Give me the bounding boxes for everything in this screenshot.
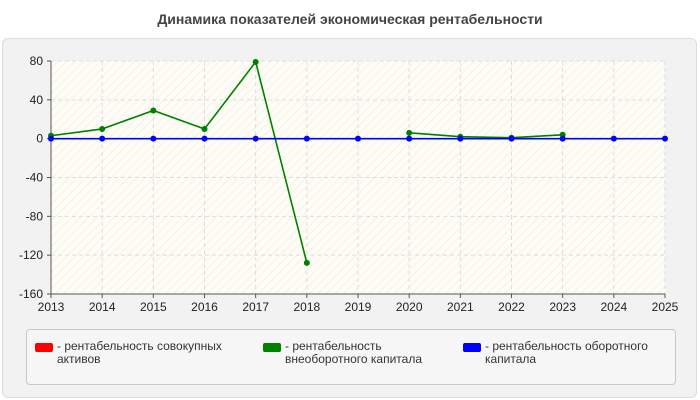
series-point-2 (508, 135, 515, 142)
series-point-2 (99, 135, 106, 142)
x-tick-label: 2015 (140, 300, 167, 314)
y-tick-label: -40 (26, 171, 44, 185)
legend-swatch-total-assets (35, 343, 53, 352)
legend-swatch-current-capital (463, 343, 481, 352)
series-point-1 (201, 125, 208, 132)
series-point-2 (610, 135, 617, 142)
x-tick-label: 2018 (293, 300, 320, 314)
y-tick-label: 40 (30, 93, 44, 107)
x-tick-label: 2024 (600, 300, 627, 314)
series-point-1 (99, 125, 106, 132)
series-point-1 (150, 107, 157, 114)
series-line-1 (50, 60, 308, 264)
legend-label-current-capital: - рентабельность оборотного капитала (485, 339, 648, 366)
x-tick-label: 2013 (38, 300, 65, 314)
series-point-2 (303, 135, 310, 142)
series-point-2 (457, 135, 464, 142)
legend-item-noncurrent-capital: - рентабельность внеоборотного капитала (263, 340, 460, 366)
series-point-2 (252, 135, 259, 142)
series-point-2 (406, 135, 413, 142)
legend-item-current-capital: - рентабельность оборотного капитала (463, 340, 680, 366)
series-point-1 (252, 58, 259, 65)
x-tick-label: 2020 (396, 300, 423, 314)
series-line-1 (409, 132, 563, 139)
legend-swatch-noncurrent-capital (263, 343, 281, 352)
chart-legend: - рентабельность совокупных активов - ре… (26, 329, 676, 385)
y-tick-label: -80 (26, 209, 44, 223)
legend-item-total-assets: - рентабельность совокупных активов (35, 340, 237, 366)
x-tick-label: 2019 (345, 300, 372, 314)
x-tick-label: 2025 (652, 300, 679, 314)
series-point-2 (150, 135, 157, 142)
x-tick-label: 2014 (89, 300, 116, 314)
chart-title: Динамика показателей экономическая рента… (157, 11, 543, 27)
y-tick-label: 80 (30, 54, 44, 68)
series-point-2 (559, 135, 566, 142)
x-tick-label: 2021 (447, 300, 474, 314)
x-tick-label: 2017 (242, 300, 269, 314)
x-tick-label: 2022 (498, 300, 525, 314)
y-tick-label: -120 (19, 248, 43, 262)
series-point-2 (662, 135, 668, 142)
x-tick-label: 2023 (549, 300, 576, 314)
y-tick-label: 0 (36, 132, 43, 146)
series-point-1 (303, 259, 310, 266)
series-point-2 (201, 135, 208, 142)
series-point-2 (355, 135, 361, 142)
y-tick-label: -160 (19, 287, 43, 301)
series-point-1 (406, 129, 413, 136)
legend-label-noncurrent-capital: - рентабельность внеоборотного капитала (285, 339, 422, 366)
x-tick-label: 2016 (191, 300, 218, 314)
legend-label-total-assets: - рентабельность совокупных активов (57, 339, 222, 366)
series-point-2 (48, 135, 54, 142)
